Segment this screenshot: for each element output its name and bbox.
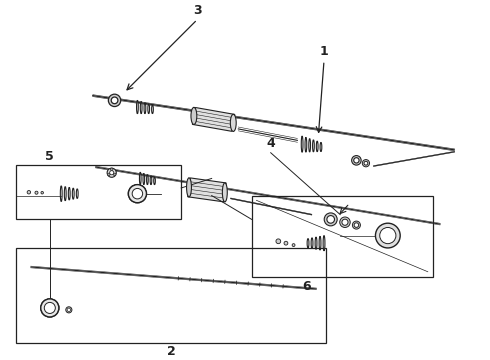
Circle shape <box>276 239 281 244</box>
Circle shape <box>340 217 350 228</box>
Circle shape <box>354 223 359 228</box>
Polygon shape <box>188 178 226 202</box>
Text: 4: 4 <box>267 137 275 150</box>
Circle shape <box>27 190 30 194</box>
Ellipse shape <box>319 236 321 250</box>
Ellipse shape <box>68 188 70 200</box>
Circle shape <box>41 192 44 194</box>
Ellipse shape <box>151 105 153 113</box>
Circle shape <box>352 156 361 165</box>
Circle shape <box>66 307 72 313</box>
Text: 1: 1 <box>319 45 328 58</box>
Ellipse shape <box>187 178 192 197</box>
Circle shape <box>327 216 335 223</box>
Circle shape <box>108 94 121 107</box>
Circle shape <box>128 185 147 203</box>
Ellipse shape <box>137 100 138 114</box>
Ellipse shape <box>230 114 236 131</box>
Circle shape <box>132 188 143 199</box>
Ellipse shape <box>222 183 227 202</box>
Circle shape <box>362 159 369 167</box>
Text: 6: 6 <box>303 280 311 293</box>
Ellipse shape <box>140 102 142 114</box>
Ellipse shape <box>320 143 322 152</box>
Ellipse shape <box>317 141 318 152</box>
Ellipse shape <box>144 103 146 114</box>
Ellipse shape <box>301 136 303 152</box>
Ellipse shape <box>64 186 66 201</box>
Ellipse shape <box>307 239 309 248</box>
Ellipse shape <box>147 175 148 185</box>
Ellipse shape <box>315 237 317 249</box>
Ellipse shape <box>305 137 307 152</box>
Ellipse shape <box>73 188 74 199</box>
Bar <box>252 195 433 276</box>
Ellipse shape <box>191 107 197 125</box>
Text: 2: 2 <box>167 345 176 358</box>
Circle shape <box>342 219 348 225</box>
Circle shape <box>113 173 116 176</box>
Circle shape <box>107 173 110 176</box>
Ellipse shape <box>60 186 62 202</box>
Text: 5: 5 <box>46 150 54 163</box>
Circle shape <box>35 191 38 194</box>
Ellipse shape <box>140 172 141 185</box>
Ellipse shape <box>323 235 325 251</box>
Circle shape <box>110 171 114 175</box>
Circle shape <box>352 221 361 229</box>
Circle shape <box>110 168 113 171</box>
Circle shape <box>292 244 295 247</box>
Circle shape <box>364 161 368 165</box>
Ellipse shape <box>150 176 152 185</box>
Circle shape <box>111 97 118 104</box>
Circle shape <box>41 299 59 317</box>
Ellipse shape <box>311 238 313 248</box>
Ellipse shape <box>143 174 145 185</box>
Text: 3: 3 <box>193 4 202 17</box>
Circle shape <box>44 302 55 314</box>
Ellipse shape <box>76 189 78 198</box>
Circle shape <box>284 241 288 245</box>
Circle shape <box>380 228 396 244</box>
Ellipse shape <box>313 140 314 152</box>
Circle shape <box>67 308 71 311</box>
Circle shape <box>107 168 116 177</box>
Circle shape <box>324 213 337 226</box>
Ellipse shape <box>154 177 155 185</box>
Circle shape <box>354 158 359 163</box>
Ellipse shape <box>309 139 311 152</box>
Bar <box>17 248 326 343</box>
Ellipse shape <box>148 104 149 114</box>
Bar <box>17 165 181 219</box>
Polygon shape <box>193 108 235 131</box>
Circle shape <box>375 223 400 248</box>
